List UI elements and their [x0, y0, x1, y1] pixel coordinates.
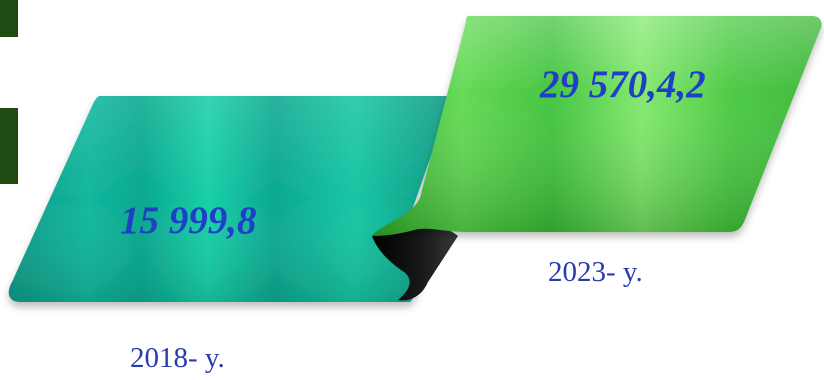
- side-tab-middle: [0, 108, 18, 184]
- ribbon-2023: [372, 16, 822, 236]
- year-label-2018: 2018- y.: [130, 342, 225, 374]
- value-2023: 29 570,4,2: [540, 63, 706, 106]
- ribbon-fold: [372, 224, 458, 301]
- year-label-2023: 2023- y.: [548, 256, 643, 288]
- value-2018: 15 999,8: [120, 199, 257, 242]
- side-tab-top: [0, 0, 18, 37]
- ribbon-2018: [8, 96, 452, 302]
